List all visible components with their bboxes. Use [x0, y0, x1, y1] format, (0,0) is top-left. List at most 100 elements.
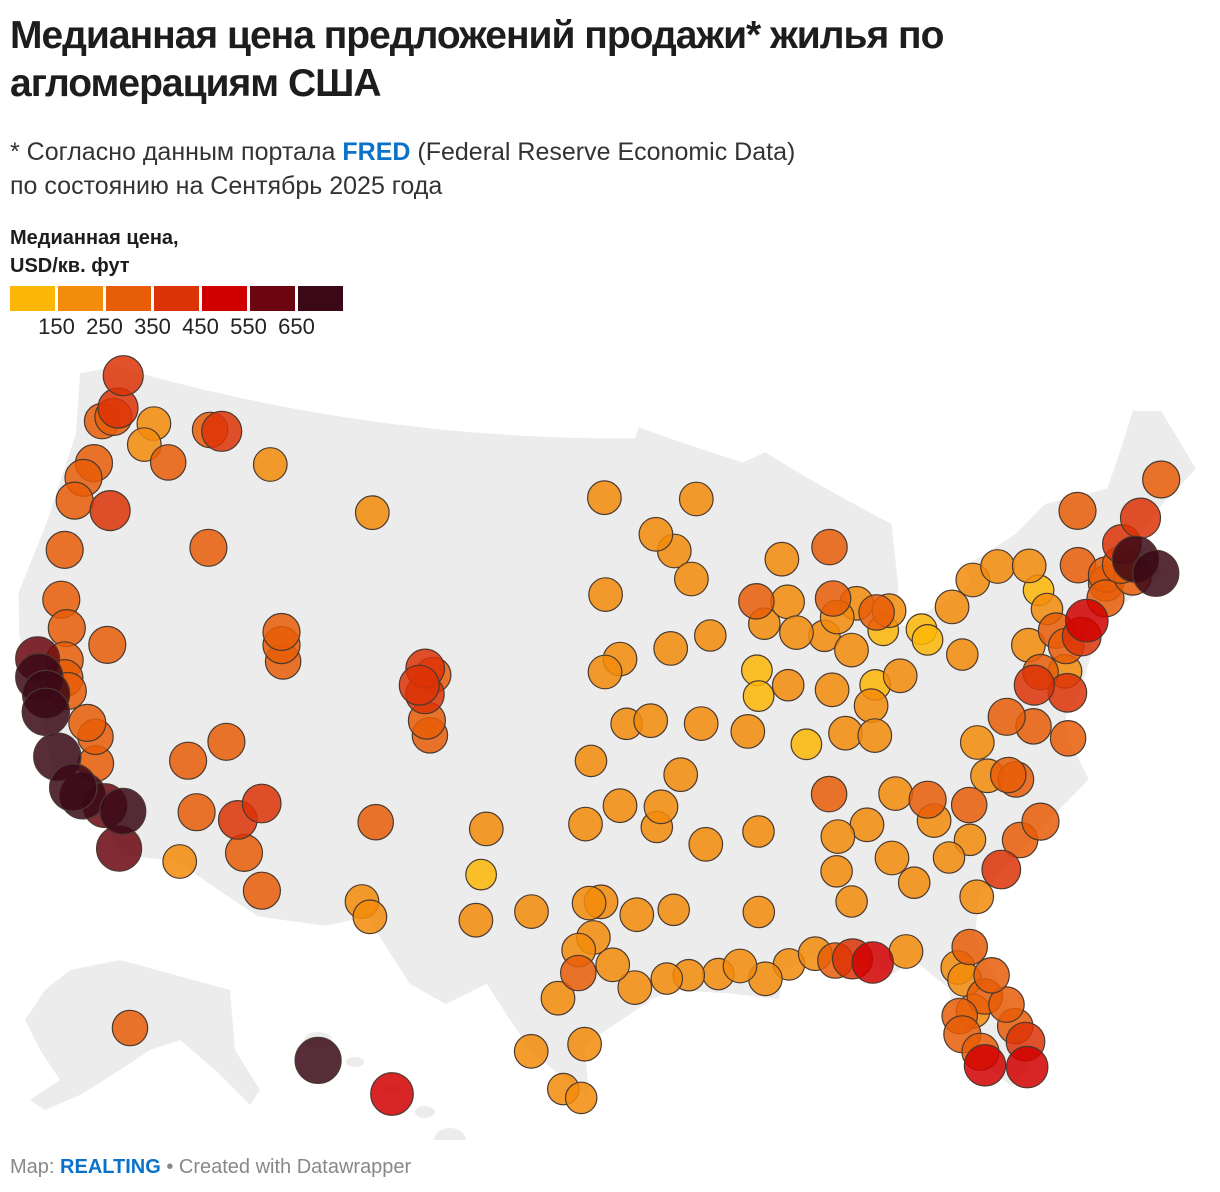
metro-marker[interactable] — [828, 715, 863, 751]
metro-marker[interactable] — [908, 780, 947, 819]
metro-marker[interactable] — [973, 956, 1010, 994]
metro-marker[interactable] — [730, 714, 766, 749]
metro-marker[interactable] — [663, 757, 699, 793]
metro-marker[interactable] — [722, 948, 758, 984]
metro-marker[interactable] — [602, 788, 638, 824]
metro-marker[interactable] — [811, 528, 848, 566]
metro-marker[interactable] — [99, 787, 147, 835]
metro-marker[interactable] — [48, 763, 98, 812]
metro-marker[interactable] — [201, 410, 243, 452]
metro-marker[interactable] — [835, 885, 868, 918]
metro-marker[interactable] — [587, 480, 622, 516]
metro-marker[interactable] — [595, 947, 631, 983]
metro-marker[interactable] — [764, 541, 800, 577]
metro-marker[interactable] — [571, 885, 607, 921]
metro-marker[interactable] — [911, 624, 944, 656]
metro-marker[interactable] — [294, 1036, 342, 1085]
metro-marker[interactable] — [354, 495, 390, 531]
metro-marker[interactable] — [959, 879, 995, 915]
metro-marker[interactable] — [68, 703, 107, 742]
metro-marker[interactable] — [1005, 1045, 1049, 1089]
metro-marker[interactable] — [102, 355, 144, 397]
metro-marker[interactable] — [162, 844, 198, 879]
metro-marker[interactable] — [951, 928, 989, 966]
fred-link[interactable]: FRED — [342, 138, 411, 166]
metro-marker[interactable] — [468, 811, 504, 847]
metro-marker[interactable] — [55, 481, 94, 520]
metro-marker[interactable] — [398, 664, 440, 706]
metro-marker[interactable] — [617, 970, 653, 1005]
metro-marker[interactable] — [357, 803, 395, 841]
metro-marker[interactable] — [149, 444, 187, 481]
metro-marker[interactable] — [688, 826, 724, 862]
metro-marker[interactable] — [810, 775, 848, 813]
metro-marker[interactable] — [1011, 548, 1047, 584]
metro-marker[interactable] — [89, 490, 131, 532]
metro-marker[interactable] — [678, 481, 714, 517]
metro-marker[interactable] — [567, 1026, 602, 1062]
metro-marker[interactable] — [47, 609, 86, 648]
metro-marker[interactable] — [770, 584, 805, 620]
metro-marker[interactable] — [1058, 491, 1097, 530]
metro-marker[interactable] — [638, 516, 674, 552]
brand-link[interactable]: REALTING — [60, 1156, 161, 1178]
metro-marker[interactable] — [458, 902, 494, 938]
metro-marker[interactable] — [790, 728, 823, 761]
metro-marker[interactable] — [834, 632, 869, 668]
metro-marker[interactable] — [1064, 598, 1109, 643]
metro-marker[interactable] — [950, 786, 988, 824]
metro-marker[interactable] — [45, 530, 84, 569]
metro-marker[interactable] — [953, 823, 987, 857]
metro-marker[interactable] — [643, 789, 679, 825]
metro-marker[interactable] — [633, 703, 669, 739]
metro-marker[interactable] — [252, 447, 288, 482]
metro-marker[interactable] — [169, 741, 208, 780]
metro-marker[interactable] — [980, 549, 1015, 584]
metro-marker[interactable] — [574, 744, 608, 778]
metro-marker[interactable] — [814, 672, 850, 708]
metro-marker[interactable] — [1049, 719, 1087, 757]
metro-marker[interactable] — [882, 658, 918, 694]
metro-marker[interactable] — [858, 594, 895, 631]
metro-marker[interactable] — [513, 1033, 549, 1069]
metro-marker[interactable] — [1142, 460, 1181, 499]
metro-marker[interactable] — [988, 986, 1025, 1023]
metro-marker[interactable] — [683, 706, 719, 742]
metro-marker[interactable] — [242, 871, 281, 910]
metro-marker[interactable] — [742, 815, 775, 848]
metro-marker[interactable] — [814, 580, 852, 617]
metro-marker[interactable] — [657, 893, 690, 927]
metro-marker[interactable] — [987, 697, 1026, 736]
metro-marker[interactable] — [650, 962, 684, 995]
metro-marker[interactable] — [588, 577, 623, 613]
metro-marker[interactable] — [1021, 802, 1060, 841]
metro-marker[interactable] — [587, 654, 623, 690]
metro-marker[interactable] — [851, 941, 895, 984]
metro-marker[interactable] — [224, 833, 264, 872]
metro-marker[interactable] — [693, 619, 727, 652]
metro-marker[interactable] — [189, 528, 228, 567]
metro-marker[interactable] — [177, 793, 216, 832]
metro-marker[interactable] — [874, 840, 910, 876]
metro-marker[interactable] — [674, 561, 709, 597]
metro-marker[interactable] — [878, 776, 913, 812]
metro-marker[interactable] — [1013, 664, 1055, 706]
metro-marker[interactable] — [207, 722, 246, 761]
metro-marker[interactable] — [820, 854, 853, 888]
metro-marker[interactable] — [897, 866, 931, 899]
metro-marker[interactable] — [262, 612, 301, 652]
metro-marker[interactable] — [241, 783, 282, 824]
metro-marker[interactable] — [559, 954, 597, 992]
metro-marker[interactable] — [370, 1072, 414, 1116]
metro-marker[interactable] — [989, 756, 1027, 794]
metro-marker[interactable] — [853, 688, 889, 724]
metro-marker[interactable] — [981, 849, 1022, 890]
metro-marker[interactable] — [514, 894, 549, 929]
metro-marker[interactable] — [568, 806, 603, 842]
metro-marker[interactable] — [21, 687, 70, 736]
metro-marker[interactable] — [738, 583, 775, 620]
metro-marker[interactable] — [888, 934, 924, 969]
metro-marker[interactable] — [465, 858, 498, 891]
metro-marker[interactable] — [959, 725, 995, 760]
metro-marker[interactable] — [771, 668, 805, 702]
